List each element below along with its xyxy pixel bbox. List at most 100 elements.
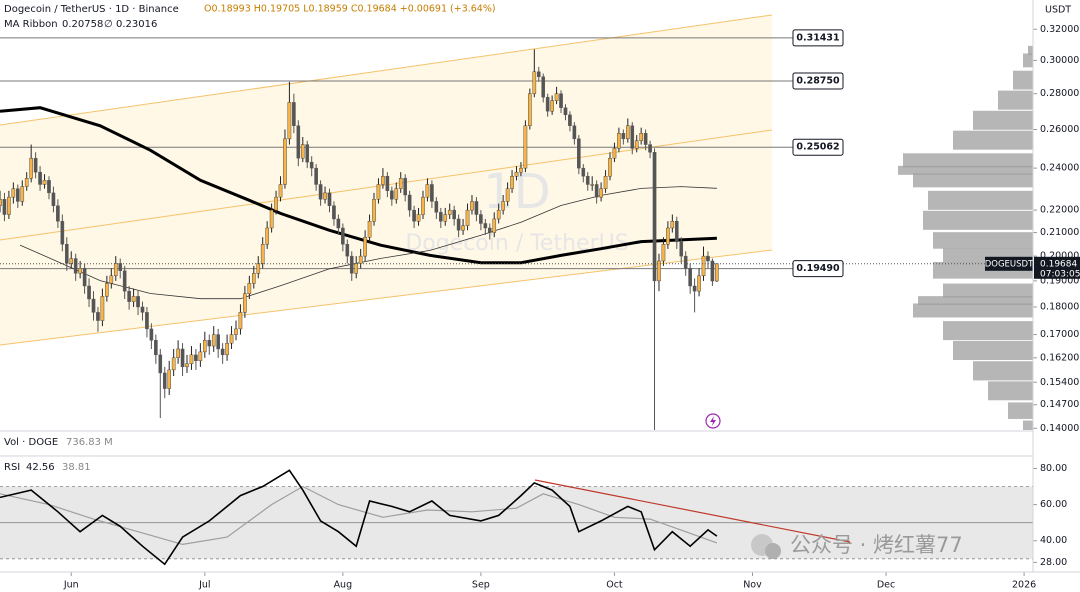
candle-body [33,157,38,173]
candle-body [590,184,594,186]
candle-body [452,209,456,220]
candle-body [278,184,283,198]
candle-body [706,255,710,262]
candle-body [113,263,118,277]
candle-body [398,178,403,189]
volume-profile-bar [1013,70,1033,90]
candle-body [292,102,296,126]
volume-profile-bar [1028,45,1033,55]
rsi-tick-label: 40.00 [1040,535,1067,546]
volume-profile-bar [973,110,1033,130]
candle-body [185,363,189,368]
candle-body [372,199,376,222]
candle-body [87,285,91,300]
candle-body [568,114,572,126]
candle-body [100,296,105,321]
alert-icon [710,416,716,426]
candle-body [688,268,692,287]
candle-body [648,144,652,153]
y-tick-label: 0.19000 [1040,275,1079,286]
candle-body [345,243,350,257]
candle-body [439,212,443,222]
y-tick-label: 0.26000 [1040,124,1079,135]
candle-body [243,293,247,313]
candle-body [24,178,29,187]
candle-body [336,218,341,229]
candle-body [599,188,603,198]
candle-body [381,176,385,185]
candle-body [203,340,207,353]
axis-unit: USDT [1045,5,1071,16]
candle-body [274,196,278,211]
candle-body [0,199,2,206]
candle-body [652,152,657,282]
candle-body [577,138,581,169]
candle-body [171,357,176,371]
candle-body [327,192,332,206]
volume-profile-bar [1008,402,1033,419]
candle-body [715,263,719,282]
candle-body [207,340,212,347]
y-tick-label: 0.18000 [1040,301,1079,312]
candle-body [523,125,528,169]
ma-line [0,106,717,265]
candle-body [109,275,114,284]
candle-body [710,260,715,282]
candle-body [247,283,252,294]
candle-body [283,138,287,185]
candle-body [91,298,96,313]
y-tick-label: 0.16200 [1040,352,1079,363]
candle-body [603,176,608,189]
rsi-tick-label: 28.00 [1040,557,1067,568]
candle-body [198,351,203,362]
candle-body [234,328,238,335]
y-tick-label: 0.14700 [1040,399,1079,410]
candle-body [229,334,234,344]
rsi-tick-label: 80.00 [1040,463,1067,474]
candle-body [639,133,643,141]
candle-body [51,192,56,206]
candle-body [211,334,216,347]
rsi-pane [0,469,1033,566]
candle-body [643,133,648,145]
candle-body [56,205,60,222]
candle-body [403,178,407,196]
candle-body [256,263,261,274]
level-box [792,72,844,90]
candle-body [630,125,635,149]
rsi-trendline [534,479,851,543]
overlay: 0.32000 0.30000 0.28000 0.26000 0.24000 0.220… [63,24,1080,591]
candle-body [158,354,163,374]
candle-body [390,190,394,200]
volume-profile-bar [1023,420,1033,430]
rsi-ma-line [0,485,718,546]
rsi-line [0,469,718,566]
candle-body [96,312,100,321]
candle-body [358,255,363,264]
header-symbol: Dogecoin / TetherUS · 1D · Binance [4,4,179,15]
volume-value: 736.83 M [66,437,113,448]
x-tick-label: Sep [472,580,490,591]
candle-body [532,71,537,94]
candle-body [251,273,256,284]
candle-body [7,196,11,215]
rsi-tick-label: 60.00 [1040,499,1067,510]
candle-body [536,71,541,77]
candle-body [82,268,87,287]
symbol-box [985,256,1033,271]
x-tick-label: Nov [743,580,762,591]
ma-separator: ∅ [104,19,113,30]
candle-body [674,221,679,243]
candle-body [430,184,434,202]
y-tick-label: 0.28000 [1040,88,1079,99]
alert-icon[interactable] [705,413,721,429]
candle-body [626,125,630,140]
candle-body [621,133,626,140]
price-label: 0.19684 [1040,259,1077,269]
candle-body [550,100,554,112]
y-tick-label: 0.21000 [1040,227,1079,238]
candle-body [149,328,154,341]
candle-body [323,192,327,200]
rsi-value: 42.56 [26,462,55,473]
candle-body [363,236,367,257]
